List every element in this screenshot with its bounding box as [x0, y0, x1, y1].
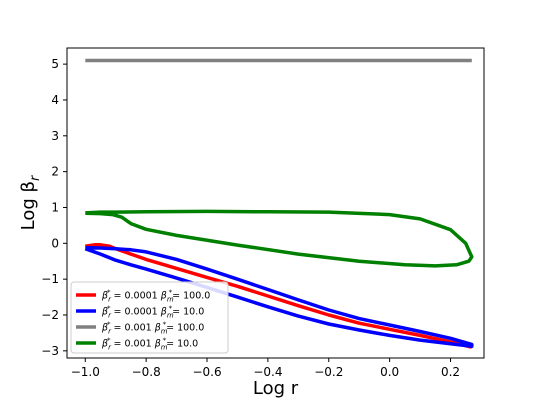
x-axis-label: Log r	[253, 378, 299, 399]
y-tick-label: 0	[51, 236, 59, 250]
y-axis-label-base: Log β	[18, 181, 39, 230]
x-tick-label: −0.8	[132, 365, 161, 379]
y-tick-label: −3	[41, 344, 59, 358]
y-axis-ticks: −3 −2 −1 0 1 2 3 4 5	[41, 57, 67, 358]
plot-area-frame	[66, 47, 485, 359]
y-tick-label: −2	[41, 308, 59, 322]
y-axis-label-subscript: r	[28, 174, 43, 181]
y-tick-label: 4	[51, 93, 59, 107]
legend-label-1: βr* = 0.0001 βm*= 100.0	[101, 289, 210, 304]
legend-items: βr* = 0.0001 βm*= 100.0βr* = 0.0001 βm*=…	[76, 289, 210, 352]
x-tick-label: −0.2	[314, 365, 343, 379]
x-tick-label: −0.4	[253, 365, 282, 379]
y-tick-label: 3	[51, 129, 59, 143]
series-line-4	[85, 209, 474, 268]
x-axis-ticks: −1.0 −0.8 −0.6 −0.4 −0.2 0.0 0.2	[71, 358, 460, 379]
legend-label-4: βr* = 0.001 βm*= 10.0	[101, 337, 198, 352]
x-tick-label: −1.0	[71, 365, 100, 379]
x-tick-label: −0.6	[192, 365, 221, 379]
series-line-2	[84, 245, 474, 348]
y-tick-label: −1	[41, 272, 59, 286]
x-tick-label: 0.2	[441, 365, 460, 379]
y-tick-label: 1	[51, 200, 59, 214]
legend-label-2: βr* = 0.0001 βm*= 10.0	[101, 305, 204, 320]
legend-label-3: βr* = 0.001 βm*= 100.0	[101, 321, 204, 336]
legend-box	[70, 281, 229, 354]
y-axis-label: Log βr	[18, 174, 43, 230]
y-tick-label: 5	[51, 57, 59, 71]
legend: βr* = 0.0001 βm*= 100.0βr* = 0.0001 βm*=…	[70, 281, 229, 354]
y-tick-label: 2	[51, 165, 59, 179]
x-tick-label: 0.0	[380, 365, 399, 379]
